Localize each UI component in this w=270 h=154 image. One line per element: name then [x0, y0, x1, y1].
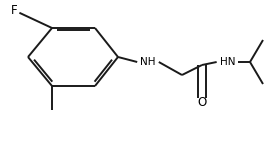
Text: O: O [197, 96, 207, 109]
Text: HN: HN [220, 57, 236, 67]
Text: NH: NH [140, 57, 156, 67]
Text: F: F [11, 4, 17, 16]
